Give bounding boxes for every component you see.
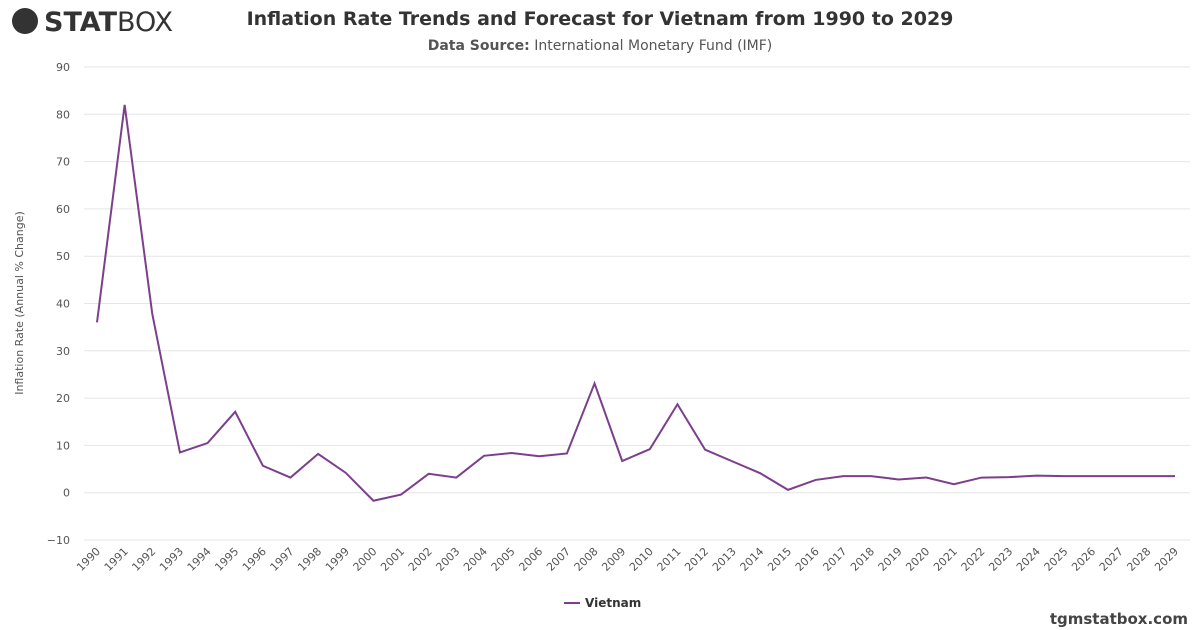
x-tick-label: 2025 [1042, 545, 1071, 574]
x-tick-label: 2006 [516, 545, 545, 574]
x-tick-label: 1991 [102, 545, 131, 574]
x-tick-label: 2014 [738, 545, 767, 574]
x-tick-label: 2029 [1152, 545, 1181, 574]
y-tick-label: −10 [47, 534, 70, 547]
x-tick-label: 1997 [268, 545, 297, 574]
x-tick-label: 2005 [489, 545, 518, 574]
y-tick-label: 0 [63, 487, 70, 500]
x-tick-label: 2024 [1014, 545, 1043, 574]
x-tick-label: 2013 [710, 545, 739, 574]
source-label: Data Source: [428, 38, 530, 54]
x-tick-label: 1993 [157, 545, 186, 574]
x-tick-label: 1990 [74, 545, 103, 574]
x-tick-label: 1998 [295, 545, 324, 574]
x-tick-label: 2022 [959, 545, 988, 574]
x-tick-label: 2027 [1097, 545, 1126, 574]
x-tick-label: 1994 [185, 545, 214, 574]
legend-label: Vietnam [585, 596, 641, 610]
y-tick-label: 70 [56, 156, 70, 169]
x-tick-label: 2008 [572, 545, 601, 574]
x-tick-label: 2001 [378, 545, 407, 574]
x-tick-label: 2003 [433, 545, 462, 574]
x-tick-label: 2002 [406, 545, 435, 574]
x-tick-label: 2019 [876, 545, 905, 574]
footer: tgmstatbox.com [1050, 610, 1188, 628]
y-tick-label: 50 [56, 250, 70, 263]
x-tick-label: 2010 [627, 545, 656, 574]
x-tick-label: 2007 [544, 545, 573, 574]
y-tick-label: 60 [56, 203, 70, 216]
x-tick-label: 2023 [986, 545, 1015, 574]
y-tick-label: 30 [56, 345, 70, 358]
x-tick-label: 2018 [848, 545, 877, 574]
x-tick-label: 2028 [1124, 545, 1153, 574]
y-tick-label: 10 [56, 439, 70, 452]
y-axis-title: Inflation Rate (Annual % Change) [13, 211, 26, 395]
logo-bold: STAT [44, 7, 118, 38]
x-tick-label: 1996 [240, 545, 269, 574]
y-tick-label: 20 [56, 392, 70, 405]
x-tick-label: 2009 [599, 545, 628, 574]
x-tick-label: 2004 [461, 545, 490, 574]
x-tick-label: 1992 [129, 545, 158, 574]
x-tick-label: 2016 [793, 545, 822, 574]
line [96, 104, 1175, 502]
y-tick-label: 40 [56, 298, 70, 311]
x-tick-label: 2017 [820, 545, 849, 574]
y-tick-label: 80 [56, 108, 70, 121]
x-tick-label: 2026 [1069, 545, 1098, 574]
y-tick-label: 90 [56, 61, 70, 74]
x-tick-label: 1999 [323, 545, 352, 574]
x-tick-label: 2021 [931, 545, 960, 574]
logo-text: STATBOX [44, 7, 173, 38]
x-tick-label: 2012 [682, 545, 711, 574]
logo: STATBOX [12, 7, 173, 38]
chart-title: Inflation Rate Trends and Forecast for V… [247, 8, 954, 30]
x-tick-label: 2015 [765, 545, 794, 574]
logo-icon [12, 8, 38, 34]
x-tick-label: 1995 [212, 545, 241, 574]
source: International Monetary Fund (IMF) [534, 38, 772, 54]
chart-subtitle: Data Source: International Monetary Fund… [428, 38, 773, 54]
x-tick-label: 2020 [903, 545, 932, 574]
x-tick-label: 2000 [351, 545, 380, 574]
x-tick-label: 2011 [655, 545, 684, 574]
logo-light: BOX [117, 7, 173, 38]
